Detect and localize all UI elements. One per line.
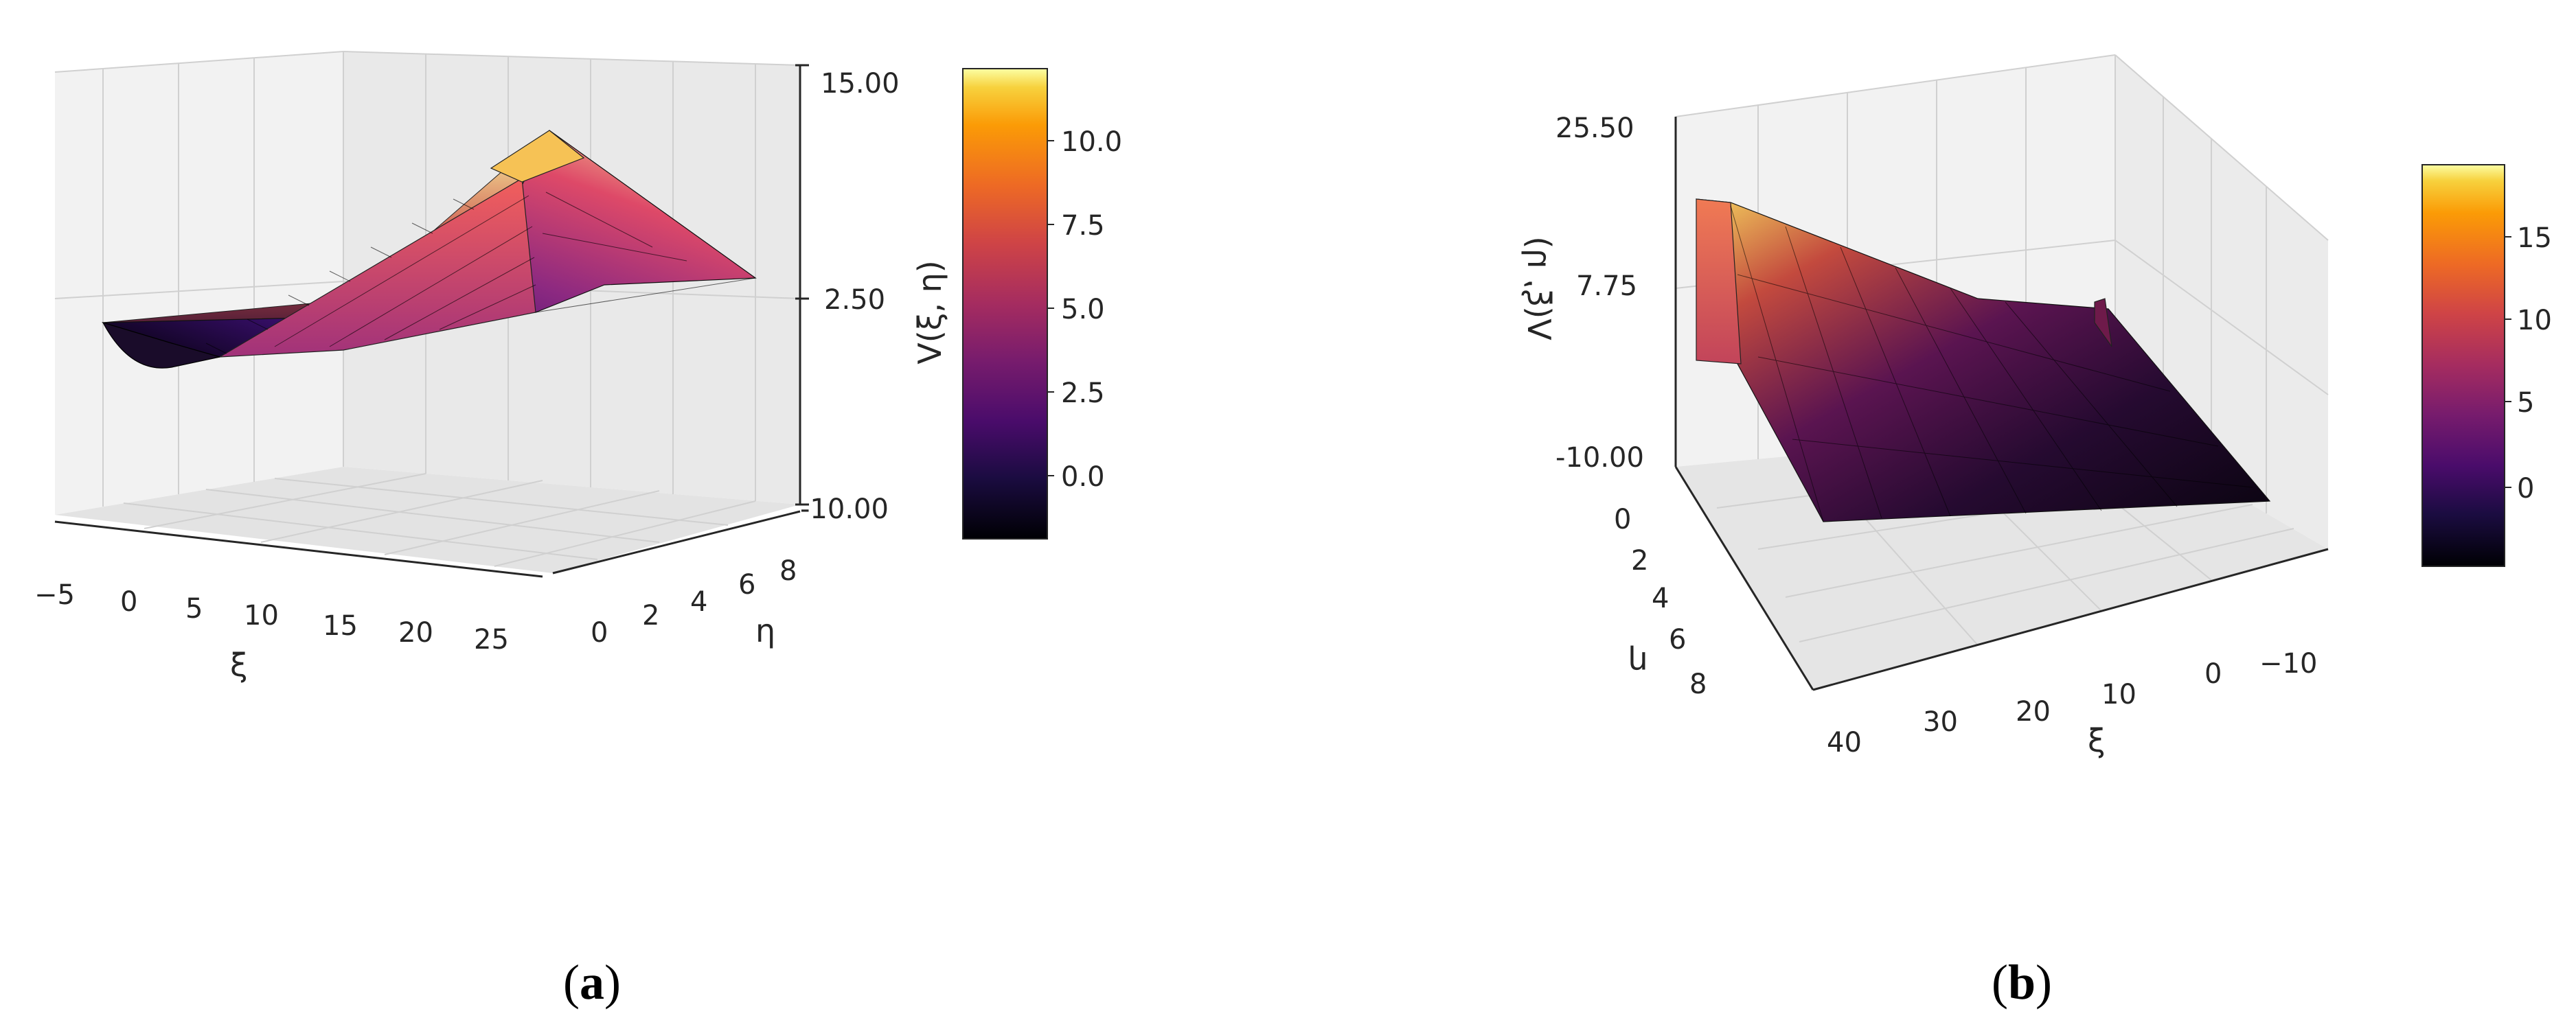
colorbar-b-label-2: 5: [2517, 387, 2534, 419]
y-axis-label-b: η: [1628, 645, 1648, 682]
z-axis-label-a: V(ξ, η): [911, 260, 948, 364]
y-tick-b-3: 6: [1669, 624, 1686, 656]
x-tick-a-1: 0: [120, 586, 137, 618]
panel-label-a: (a): [563, 955, 621, 1010]
surface-peak-face: [490, 130, 585, 183]
x-tick-a-3: 10: [244, 600, 279, 632]
surface-b-wall: [1696, 198, 1742, 364]
y-tick-b-0: 0: [1614, 504, 1631, 535]
colorbar-b: [2421, 164, 2505, 567]
x-tick-a-5: 20: [398, 617, 433, 649]
x-tick-a-0: −5: [34, 579, 75, 611]
colorbar-b-label-0: 15: [2517, 222, 2552, 254]
chart-a: −5 0 5 10 15 20 25 ξ 0 2 4 6 8 η 15.00 2…: [34, 51, 1122, 1010]
surface-mesh: [205, 192, 756, 354]
colorbar-b-label-3: 0: [2517, 473, 2534, 505]
pane-back-wall: [55, 51, 343, 515]
y-tick-a-4: 8: [779, 555, 797, 587]
panel-label-b: (b): [1992, 955, 2052, 1010]
surface-a: [101, 130, 757, 369]
surface-b-top: [1696, 198, 2271, 522]
z-tick-b-2: -10.00: [1555, 442, 1644, 474]
x-tick-a-6: 25: [474, 624, 509, 656]
z-tick-a-1: 2.50: [824, 284, 885, 316]
surface-b-right-fin: [2094, 298, 2112, 347]
y-tick-b-4: 8: [1689, 669, 1707, 700]
colorbar-b-label-1: 10: [2517, 305, 2552, 336]
colorbar-a-label-0: 10.0: [1061, 126, 1122, 158]
x-axis-line: [54, 520, 543, 578]
colorbar-a-label-2: 5.0: [1061, 294, 1105, 325]
x-axis-b-line: [1812, 548, 2329, 691]
z-tick-b-1: 7.75: [1576, 270, 1637, 302]
y-tick-a-3: 6: [738, 569, 755, 601]
chart-b: 25.50 7.75 -10.00 V(ξ, η) 0 2 4 6 8 η 40…: [1520, 54, 2552, 1010]
surface-valley: [102, 322, 220, 369]
surface-b: [1696, 198, 2271, 522]
y-axis-line: [552, 510, 801, 575]
z-axis-label-b: V(ξ, η): [1520, 236, 1558, 340]
colorbar-a-label-4: 0.0: [1061, 461, 1105, 493]
colorbar-a-label-3: 2.5: [1061, 378, 1105, 409]
y-tick-b-2: 4: [1652, 583, 1669, 614]
y-axis-label-a: η: [755, 612, 775, 649]
y-axis-b-line: [1674, 466, 1814, 691]
x-axis-label-a: ξ: [230, 647, 248, 684]
x-tick-b-4: 0: [2204, 658, 2222, 690]
x-tick-b-1: 30: [1923, 706, 1958, 738]
x-axis-label-b: ξ: [2088, 722, 2106, 759]
z-tick-a-0: 15.00: [821, 68, 900, 100]
x-tick-a-2: 5: [185, 593, 203, 625]
x-tick-b-2: 20: [2016, 696, 2051, 728]
y-tick-a-1: 2: [642, 600, 659, 632]
y-tick-b-1: 2: [1631, 545, 1648, 577]
x-tick-b-5: −10: [2259, 648, 2317, 680]
surface-b-mesh: [1730, 205, 2253, 522]
z-tick-b-0: 25.50: [1555, 113, 1634, 144]
x-tick-b-3: 10: [2101, 679, 2136, 710]
colorbar-a-label-1: 7.5: [1061, 210, 1105, 242]
y-tick-a-0: 0: [591, 617, 608, 649]
colorbar-a: [962, 68, 1048, 540]
x-tick-b-0: 40: [1827, 727, 1862, 758]
z-tick-a-2: -10.00: [800, 494, 889, 525]
y-tick-a-2: 4: [690, 586, 707, 618]
x-tick-a-4: 15: [323, 610, 358, 642]
